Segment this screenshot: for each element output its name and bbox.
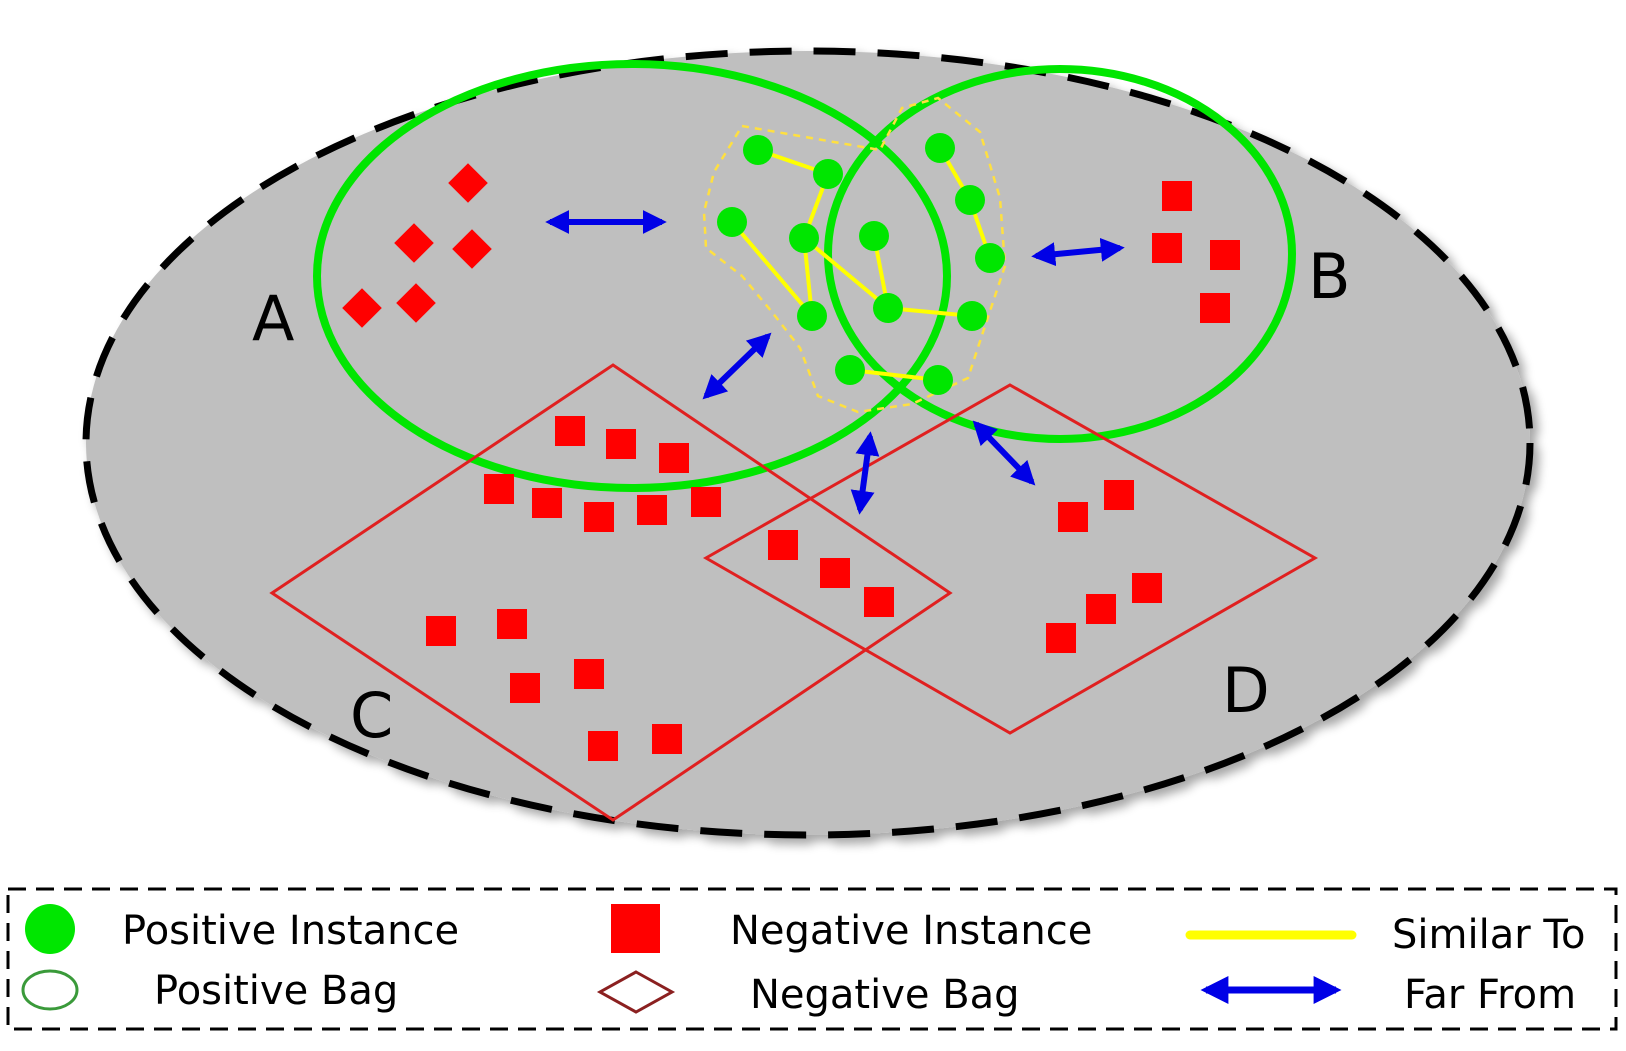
positive-instance [859,221,889,251]
negative-instance [820,558,850,588]
negative-instance [1200,293,1230,323]
negative-instance [637,495,667,525]
legend-positive-instance: Positive Instance [122,908,459,954]
negative-instance [510,673,540,703]
legend-similar-to: Similar To [1392,912,1585,958]
negative-instance [448,163,488,203]
positive-cluster-outline [702,96,1007,414]
negative-instance [652,724,682,754]
positive-instance [923,365,953,395]
legend-frame [6,887,1618,1031]
positive-instance [717,207,747,237]
red-square-icon [611,904,660,953]
positive-instance [925,133,955,163]
bag-label-d: D [1222,654,1270,727]
negative-instance [659,443,689,473]
negative-instance [1058,502,1088,532]
green-ellipse-icon [21,969,79,1011]
far-arrow [702,332,772,400]
positive-instance [789,223,819,253]
negative-bag-c [269,363,953,822]
negative-instance [1132,573,1162,603]
negative-instance [1152,233,1182,263]
negative-instance [452,229,492,269]
far-arrow [850,431,880,515]
positive-bag-a [313,60,951,492]
negative-instance [426,616,456,646]
bag-b-negative-instances [1152,181,1240,323]
negative-instance [484,474,514,504]
legend-negative-instance: Negative Instance [730,908,1092,954]
bag-c-negative-instances [426,416,721,761]
green-circle-icon [25,904,75,954]
positive-instance [957,301,987,331]
positive-bag-b [824,65,1296,443]
negative-instance [396,283,436,323]
negative-instance [588,731,618,761]
negative-instance [1104,480,1134,510]
legend-far-from: Far From [1404,972,1576,1018]
positive-instance [835,355,865,385]
negative-instance [768,530,798,560]
bag-label-c: C [350,679,393,752]
positive-instance [813,159,843,189]
negative-instance [555,416,585,446]
positive-instance [873,293,903,323]
positive-instance [975,243,1005,273]
overlap-negative-instances [768,530,894,617]
legend-negative-bag: Negative Bag [750,972,1020,1018]
negative-instance [1210,240,1240,270]
negative-instance [864,587,894,617]
positive-instance [743,135,773,165]
negative-instance [394,223,434,263]
bag-label-a: A [252,282,294,355]
bag-a-negative-instances [342,163,492,328]
negative-instance [497,609,527,639]
legend-positive-bag: Positive Bag [154,968,398,1014]
legend: Positive Instance Positive Bag Negative … [6,887,1618,1031]
negative-instance [1162,181,1192,211]
negative-instance [606,429,636,459]
positive-instances [717,133,1005,395]
negative-instance [574,659,604,689]
negative-bag-d [702,383,1319,735]
negative-instance [584,502,614,532]
far-arrows [545,210,1125,515]
positive-instance [797,301,827,331]
negative-instance [691,487,721,517]
negative-instance [1046,623,1076,653]
negative-instance [342,288,382,328]
far-arrow [1031,237,1125,267]
positive-instance [955,185,985,215]
negative-instance [532,488,562,518]
negative-instance [1086,594,1116,624]
far-arrow [972,420,1036,486]
diamond-icon [596,970,676,1014]
bag-d-negative-instances [1046,480,1162,653]
bag-label-b: B [1308,240,1351,313]
